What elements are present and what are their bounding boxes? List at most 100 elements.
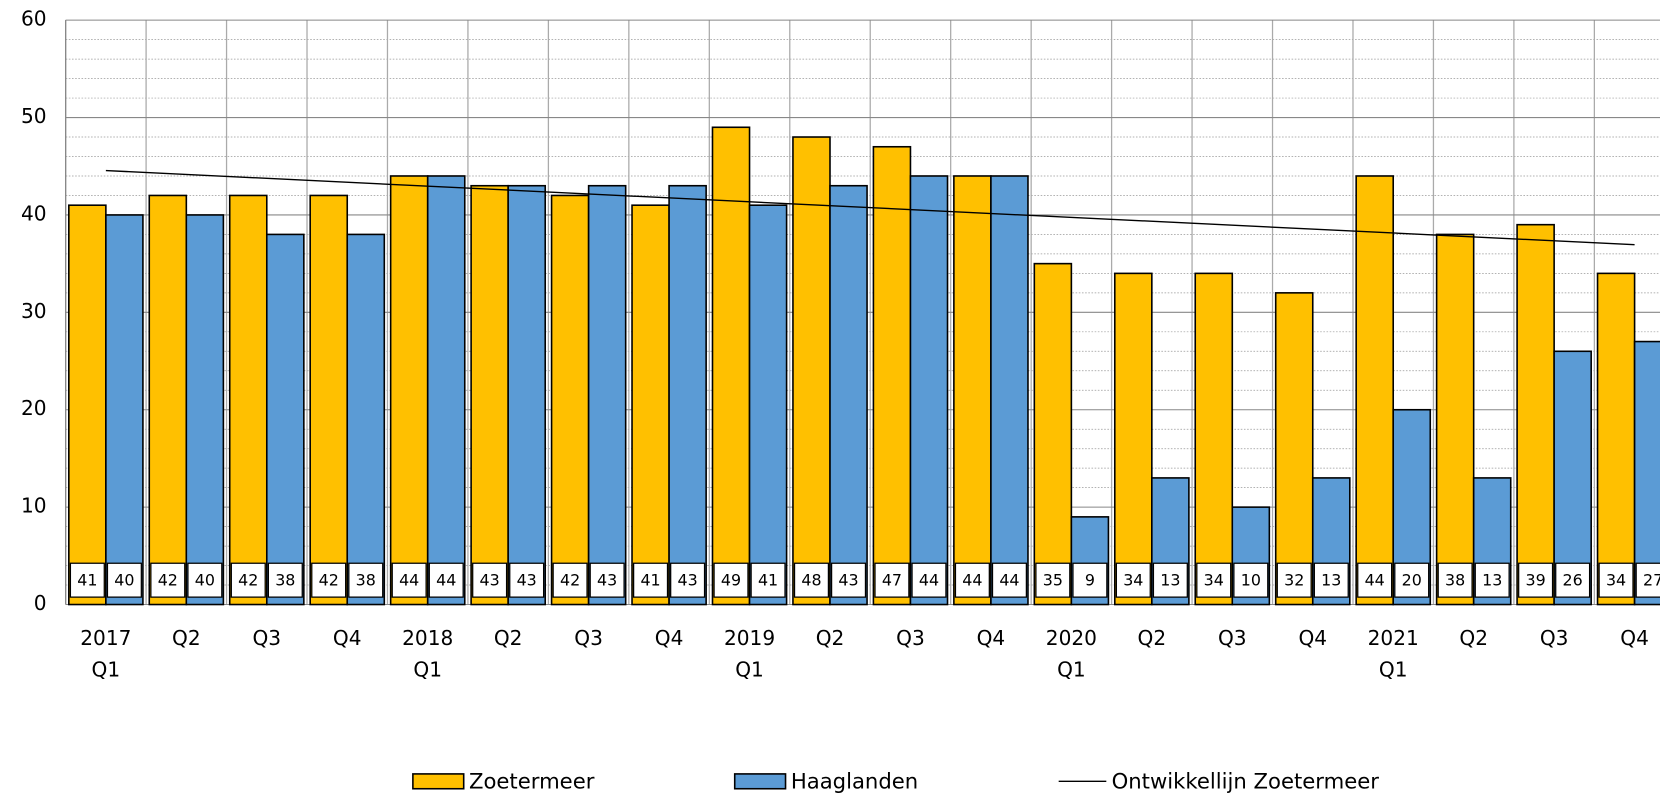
y-tick-label: 30	[21, 299, 47, 323]
data-label: 34	[1123, 571, 1143, 590]
x-tick-label: Q3	[574, 626, 603, 650]
x-tick-label: Q4	[1298, 626, 1327, 650]
data-label: 47	[882, 571, 902, 590]
bar	[1516, 223, 1555, 606]
data-label-box	[1635, 562, 1660, 598]
y-tick-label: 40	[21, 201, 47, 225]
data-label-box	[750, 562, 786, 598]
data-label: 44	[999, 571, 1019, 590]
data-label: 13	[1321, 571, 1341, 590]
data-label-box	[1035, 562, 1071, 598]
bar	[426, 175, 466, 606]
data-label-box	[632, 562, 669, 598]
x-tick-label: Q1	[92, 658, 121, 682]
data-label: 38	[1445, 571, 1465, 590]
data-label: 49	[721, 571, 741, 590]
data-label: 20	[1402, 571, 1422, 590]
x-tick-label: Q3	[1218, 626, 1247, 650]
bar	[990, 175, 1029, 606]
x-tick-label: Q2	[1138, 626, 1167, 650]
bar	[185, 214, 225, 606]
bar	[1553, 350, 1592, 606]
x-tick-label: Q3	[896, 626, 925, 650]
x-tick-label: 2018	[402, 626, 453, 650]
data-label: 42	[158, 571, 178, 590]
x-tick-label: Q4	[333, 626, 362, 650]
y-tick-label: 50	[21, 104, 47, 128]
data-label: 41	[77, 571, 97, 590]
bar	[309, 194, 349, 606]
bar	[1435, 233, 1475, 606]
data-label: 42	[238, 571, 258, 590]
data-label-box	[69, 562, 105, 598]
data-label-box	[874, 562, 910, 598]
data-label-box	[150, 562, 186, 598]
data-label-box	[1276, 562, 1312, 598]
data-label: 38	[356, 571, 376, 590]
x-tick-label: Q1	[1057, 658, 1086, 682]
bar	[346, 233, 386, 606]
trendline	[105, 169, 1635, 246]
x-tick-label: Q2	[816, 626, 845, 650]
bar	[507, 184, 547, 606]
legend: Zoetermeer Haaglanden Ontwikkellijn Zoeter…	[412, 768, 1380, 793]
y-tick-label: 20	[21, 396, 47, 420]
data-label: 40	[195, 571, 215, 590]
data-label-box	[1357, 562, 1393, 598]
data-label: 48	[801, 571, 821, 590]
data-label-box	[1072, 562, 1108, 598]
bar	[228, 194, 268, 606]
x-tick-label: Q4	[977, 626, 1006, 650]
data-label: 44	[919, 571, 939, 590]
data-label-box	[1394, 562, 1430, 598]
data-label-box	[1555, 562, 1591, 598]
bar	[1355, 175, 1395, 606]
bar	[1113, 272, 1153, 606]
data-label-box	[589, 562, 625, 598]
x-tick-label: Q1	[1379, 658, 1408, 682]
data-label: 13	[1160, 571, 1180, 590]
legend-swatch	[733, 773, 787, 790]
data-label-box	[1115, 562, 1151, 598]
bar	[550, 194, 590, 606]
bar	[711, 126, 751, 606]
bar	[1274, 292, 1314, 606]
data-label-box	[348, 562, 384, 598]
bar	[389, 175, 429, 606]
bar	[668, 184, 707, 606]
x-tick-label: 2020	[1046, 626, 1097, 650]
data-label: 42	[319, 571, 339, 590]
x-tick-label: Q1	[735, 658, 764, 682]
data-label-box	[106, 562, 142, 598]
data-label: 42	[560, 571, 580, 590]
bar	[909, 175, 949, 606]
x-tick-label: 2017	[80, 626, 131, 650]
bar	[265, 233, 305, 606]
data-label-box	[793, 562, 830, 598]
bar	[1596, 272, 1636, 606]
data-label: 13	[1482, 571, 1502, 590]
data-label-box	[670, 562, 706, 598]
legend-swatch	[412, 773, 465, 790]
bar	[953, 175, 992, 606]
data-label-box	[428, 562, 464, 598]
data-label: 44	[962, 571, 982, 590]
legend-label: Haaglanden	[791, 768, 918, 793]
x-tick-label: Q2	[494, 626, 523, 650]
data-label: 26	[1563, 571, 1583, 590]
data-label: 44	[436, 571, 456, 590]
x-tick-label: Q2	[1459, 626, 1488, 650]
data-label-box	[230, 562, 266, 598]
data-label-box	[187, 562, 223, 598]
data-label-box	[991, 562, 1028, 598]
data-label: 43	[480, 571, 500, 590]
x-tick-label: 2019	[724, 626, 775, 650]
data-label: 41	[758, 571, 778, 590]
data-label-box	[311, 562, 347, 598]
x-tick-label: Q1	[413, 658, 442, 682]
bar	[792, 136, 831, 606]
data-label: 27	[1643, 571, 1660, 590]
legend-label: Ontwikkellijn Zoetermeer	[1112, 768, 1380, 793]
data-label-box	[472, 562, 508, 598]
